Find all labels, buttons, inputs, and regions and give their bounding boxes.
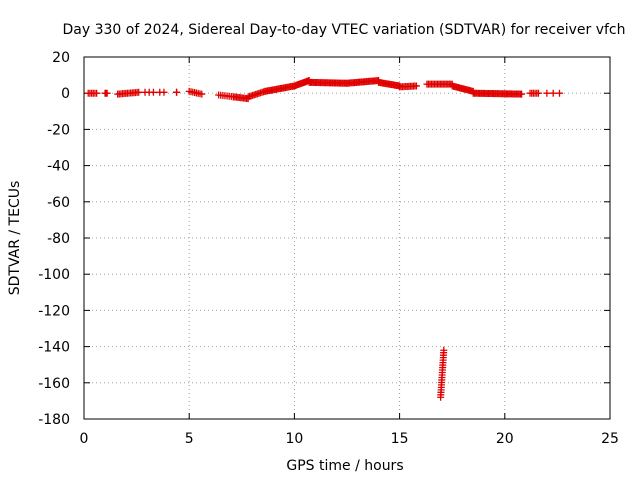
y-tick-label: -140 <box>38 340 70 356</box>
data-point <box>556 89 564 97</box>
chart-title: Day 330 of 2024, Sidereal Day-to-day VTE… <box>62 22 625 38</box>
y-axis-title: SDTVAR / TECUs <box>7 181 23 296</box>
y-tick-label: -160 <box>38 376 70 392</box>
data-point <box>135 88 143 96</box>
data-point <box>412 82 420 90</box>
data-series <box>84 77 564 401</box>
data-point <box>534 89 542 97</box>
axis-ticks: 0 5 10 15 20 25 20 0 -20 -40 -60 -80 -100 -120 -140 -16… <box>38 50 619 447</box>
data-point <box>549 89 557 97</box>
y-tick-label: 20 <box>52 50 70 66</box>
y-tick-label: -80 <box>47 231 70 247</box>
y-tick-label: -100 <box>38 267 70 283</box>
y-tick-label: -60 <box>47 195 70 211</box>
data-point <box>93 89 101 97</box>
x-tick-label: 25 <box>601 431 619 447</box>
grid <box>84 57 610 419</box>
y-tick-label: -120 <box>38 303 70 319</box>
x-tick-label: 5 <box>185 431 194 447</box>
data-point <box>103 89 111 97</box>
x-tick-label: 20 <box>496 431 514 447</box>
x-tick-label: 10 <box>285 431 303 447</box>
x-axis-title: GPS time / hours <box>286 458 403 474</box>
data-point <box>149 88 157 96</box>
data-point <box>198 90 206 98</box>
y-tick-label: -20 <box>47 122 70 138</box>
x-tick-label: 0 <box>80 431 89 447</box>
y-tick-label: -40 <box>47 159 70 175</box>
plot-frame <box>83 56 611 420</box>
data-point <box>173 88 181 96</box>
data-point <box>440 346 448 354</box>
y-tick-label: -180 <box>38 412 70 428</box>
data-point <box>160 88 168 96</box>
y-tick-label: 0 <box>61 86 70 102</box>
data-point <box>518 90 526 98</box>
x-tick-label: 15 <box>391 431 409 447</box>
data-point <box>543 89 551 97</box>
